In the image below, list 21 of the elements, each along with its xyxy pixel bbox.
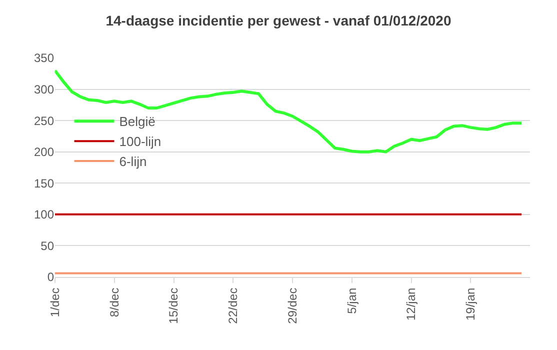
x-tick-label: 8/dec bbox=[107, 288, 122, 318]
x-tick-label: 5/jan bbox=[344, 288, 359, 314]
x-tick-label: 19/jan bbox=[464, 288, 478, 321]
legend-label: 100-lijn bbox=[119, 134, 162, 150]
legend-label: 6-lijn bbox=[119, 154, 147, 170]
y-tick-label: 200 bbox=[34, 145, 54, 160]
x-tick-label: 1/dec bbox=[48, 288, 62, 318]
y-tick-label: 0 bbox=[47, 270, 54, 284]
x-tick-label: 22/dec bbox=[226, 288, 240, 324]
x-tick-label: 29/dec bbox=[285, 288, 300, 324]
chart-title: 14-daagse incidentie per gewest - vanaf 01/012/2020 bbox=[106, 12, 452, 29]
x-tick-label: 15/dec bbox=[166, 288, 181, 324]
y-tick-label: 150 bbox=[34, 176, 54, 190]
legend-label: België bbox=[119, 114, 156, 130]
y-tick-label: 300 bbox=[34, 82, 54, 96]
y-tick-label: 350 bbox=[34, 51, 54, 66]
x-tick-label: 12/jan bbox=[404, 288, 418, 321]
y-tick-label: 250 bbox=[34, 114, 54, 128]
y-tick-label: 100 bbox=[34, 208, 54, 222]
line-series bbox=[55, 69, 524, 154]
y-tick-label: 50 bbox=[40, 238, 54, 253]
